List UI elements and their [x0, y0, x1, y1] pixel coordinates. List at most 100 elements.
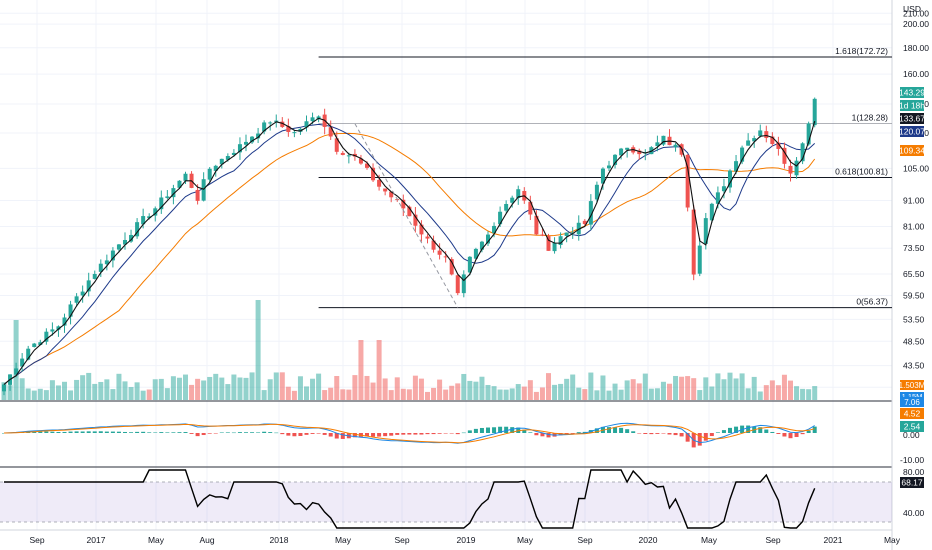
macd-histogram-bar	[334, 433, 339, 439]
macd-histogram-bar	[631, 431, 636, 433]
volume-bar	[98, 381, 104, 400]
candle-body	[50, 329, 55, 332]
candle-body	[443, 256, 448, 258]
volume-bar	[667, 383, 672, 400]
candle-body	[728, 170, 732, 188]
macd-histogram-bar	[401, 433, 406, 435]
candle-body	[38, 342, 43, 345]
macd-histogram-bar	[721, 430, 726, 433]
volume-bar	[249, 372, 255, 400]
price-axis: 210.00200.00180.00160.00140.00123.00105.…	[903, 8, 929, 392]
volume-bar	[31, 390, 37, 400]
candle-body	[213, 165, 218, 171]
macd-histogram-bar	[431, 433, 436, 435]
volume-bar	[364, 375, 370, 400]
time-tick-label: May	[335, 535, 352, 545]
price-tick-label: 105.00	[903, 163, 929, 173]
macd-histogram-bar	[655, 433, 660, 434]
volume-bar	[19, 378, 25, 400]
time-tick-label: 2019	[457, 535, 476, 545]
candle-body	[425, 236, 430, 239]
volume-bar	[394, 377, 400, 400]
volume-bar	[116, 373, 122, 400]
macd-histogram-bar	[486, 427, 490, 433]
macd-histogram-bar	[389, 433, 394, 436]
macd-signal-badge: 4.52	[900, 408, 924, 419]
volume-bar	[412, 375, 418, 400]
rsi-upper-label: 80.00	[903, 467, 925, 477]
candle-body	[389, 191, 394, 198]
macd-histogram-bar	[328, 433, 333, 437]
macd-histogram-bar	[510, 427, 515, 433]
macd-histogram-bar	[806, 430, 811, 433]
candle-body	[98, 263, 103, 272]
rsi-line	[4, 469, 816, 529]
macd-histogram-bar	[231, 432, 236, 434]
fib-level-label: 1.618(172.72)	[835, 46, 888, 56]
macd-histogram-bar	[794, 433, 799, 437]
macd-histogram-bar	[189, 433, 194, 434]
macd-histogram-bar	[613, 427, 618, 433]
volume-bar	[769, 380, 775, 400]
macd-histogram-bar	[782, 433, 787, 437]
time-tick-label: 2018	[270, 535, 289, 545]
volume-bar	[715, 373, 721, 400]
volume-bar	[618, 389, 624, 400]
candle-body	[528, 201, 533, 215]
macd-histogram-bar	[207, 433, 212, 434]
macd-histogram-bar	[594, 428, 599, 433]
candle-body	[237, 144, 242, 153]
fib-level-label: 0(56.37)	[856, 297, 888, 307]
candle-body	[570, 232, 575, 234]
candle-body	[171, 188, 176, 198]
volume-bar	[213, 373, 219, 400]
candle-body	[365, 163, 369, 168]
volume-bar	[503, 389, 509, 400]
volume-bar	[691, 378, 697, 400]
candles	[2, 97, 817, 396]
macd-histogram-badge: 2.54	[900, 421, 924, 432]
moving-average-fast	[3, 117, 816, 385]
candle-body	[56, 326, 61, 330]
candle-body	[721, 186, 726, 192]
candle-body	[250, 136, 255, 143]
macd-histogram-bar	[104, 431, 109, 433]
macd-histogram-bar	[383, 433, 388, 437]
macd-histogram-bar	[715, 432, 720, 433]
macd-histogram-bar	[407, 433, 412, 435]
svg-text:143.29: 143.29	[899, 88, 925, 98]
macd-histogram-bar	[244, 432, 248, 433]
candle-body	[703, 218, 708, 244]
volume-bar	[552, 384, 558, 400]
macd-histogram-bar	[437, 433, 442, 434]
candle-body	[44, 331, 49, 342]
volume-bar	[733, 378, 739, 400]
volume-bar	[745, 388, 751, 400]
macd-histogram-bar	[74, 431, 79, 433]
volume-bar	[673, 375, 679, 400]
macd-histogram-bar	[213, 433, 218, 434]
candle-body	[685, 154, 690, 208]
macd-histogram-bar	[38, 431, 43, 433]
macd-histogram-bar	[788, 433, 793, 439]
price-tick-label: 200.00	[903, 19, 929, 29]
fib-level-label: 0.618(100.81)	[835, 167, 888, 177]
volume-bar	[170, 376, 176, 400]
candle-body	[504, 203, 509, 211]
svg-text:120.07: 120.07	[899, 127, 925, 137]
macd-histogram-bar	[800, 433, 805, 435]
candle-body	[812, 98, 817, 126]
candle-body	[129, 234, 134, 242]
time-tick-label: Sep	[765, 535, 780, 545]
candle-body	[740, 147, 745, 162]
volume-bar	[7, 385, 13, 400]
volume-bar	[612, 383, 618, 400]
candle-body	[413, 214, 418, 226]
price-tick-label: 210.00	[903, 8, 929, 18]
macd-histogram-bar	[147, 432, 152, 433]
candle-body	[752, 138, 757, 142]
candle-body	[473, 248, 478, 259]
candle-body	[310, 117, 315, 122]
volume-bar	[195, 378, 201, 400]
macd-histogram-bar	[667, 433, 672, 435]
